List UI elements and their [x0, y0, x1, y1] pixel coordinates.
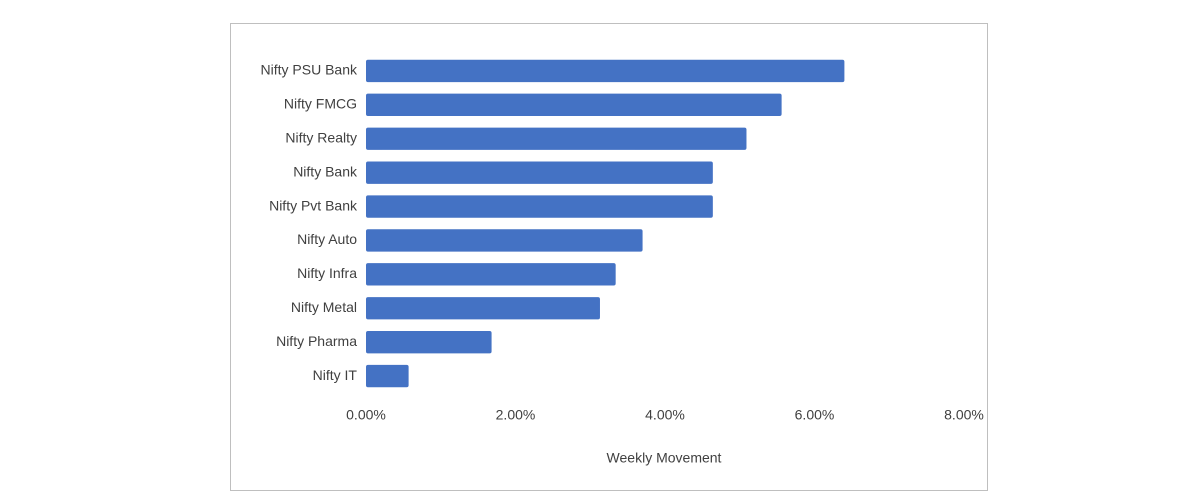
x-tick-label: 6.00%: [795, 407, 835, 423]
y-tick-label: Nifty Metal: [291, 299, 357, 315]
y-tick-label: Nifty FMCG: [284, 96, 357, 112]
y-tick-label: Nifty Pharma: [276, 333, 357, 349]
x-tick-label: 0.00%: [346, 407, 386, 423]
x-tick-label: 2.00%: [496, 407, 536, 423]
bar: [366, 364, 409, 388]
bar: [366, 263, 616, 286]
x-axis-title: Weekly Movement: [607, 450, 722, 466]
y-tick-label: Nifty Pvt Bank: [269, 197, 358, 213]
y-tick-label: Nifty Infra: [297, 265, 357, 281]
bar: [366, 195, 713, 218]
x-tick-label: 8.00%: [944, 407, 984, 423]
bar: [366, 330, 492, 354]
y-tick-label: Nifty PSU Bank: [261, 62, 358, 78]
chart-frame: [230, 23, 988, 491]
x-tick-label: 4.00%: [645, 407, 685, 423]
y-tick-label: Nifty Bank: [293, 163, 358, 179]
y-tick-label: Nifty Auto: [297, 231, 357, 247]
bar: [366, 59, 845, 83]
bar: [366, 229, 643, 252]
bar: [366, 127, 747, 150]
bar: [366, 161, 713, 184]
y-tick-label: Nifty Realty: [285, 129, 357, 145]
bar: [366, 93, 782, 117]
bar: [366, 297, 600, 320]
y-tick-label: Nifty IT: [313, 367, 358, 383]
